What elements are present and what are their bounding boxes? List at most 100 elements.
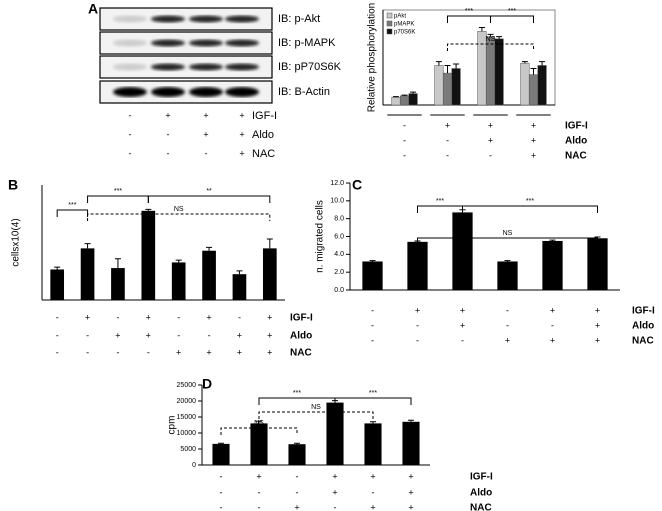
bar [212, 443, 230, 465]
error-bar [84, 243, 91, 249]
bar [250, 423, 268, 465]
condition-sign: + [408, 487, 413, 497]
condition-sign: + [332, 471, 337, 481]
condition-sign: - [416, 335, 419, 345]
condition-sign: + [203, 129, 208, 139]
panel-letter: C [352, 177, 362, 193]
y-tick-label: 25000 [177, 382, 197, 389]
condition-sign: + [176, 347, 181, 357]
condition-sign: + [531, 120, 536, 130]
condition-sign: + [206, 347, 211, 357]
y-tick-label: 12.0 [330, 180, 344, 187]
y-tick-label: 2.0 [334, 269, 344, 276]
blot-band [113, 15, 147, 23]
significance-bracket [147, 195, 271, 203]
condition-sign: - [551, 320, 554, 330]
condition-sign: + [239, 129, 244, 139]
blot-band [151, 87, 185, 97]
condition-sign: - [86, 330, 89, 340]
bar [171, 262, 186, 300]
legend-swatch [386, 20, 393, 27]
error-bar [444, 64, 451, 74]
error-bar [521, 61, 528, 64]
condition-sign: - [371, 320, 374, 330]
error-bar [453, 63, 460, 69]
condition-name: IGF-I [565, 121, 588, 132]
bar [528, 74, 539, 106]
condition-sign: - [446, 135, 449, 145]
condition-sign: + [550, 335, 555, 345]
bar [542, 240, 563, 290]
condition-name: NAC [290, 348, 312, 359]
condition-sign: + [237, 330, 242, 340]
significance-bracket [447, 43, 534, 51]
error-bar [496, 36, 503, 39]
bar [232, 274, 247, 300]
condition-name: NAC [565, 151, 587, 162]
significance-bracket [417, 237, 598, 245]
bar [485, 36, 496, 106]
condition-sign: - [461, 335, 464, 345]
significance-label: NS [174, 206, 184, 213]
condition-name: Aldo [470, 488, 492, 499]
y-tick-label: 5000 [180, 446, 196, 453]
legend-swatch [386, 28, 393, 35]
significance-label: ** [206, 188, 212, 195]
error-bar [114, 258, 121, 269]
condition-sign: - [147, 347, 150, 357]
y-tick-label: 0.0 [334, 287, 344, 294]
condition-sign: + [408, 471, 413, 481]
condition-sign: + [165, 110, 170, 120]
condition-name: Aldo [565, 136, 587, 147]
blot-strip [99, 7, 273, 31]
blot-band [225, 15, 259, 23]
error-bar [206, 246, 213, 251]
blot-band [151, 39, 185, 47]
condition-sign: + [332, 487, 337, 497]
condition-name: NAC [470, 503, 492, 511]
legend-label: pMAPK [394, 22, 414, 28]
legend-label: p70S6K [394, 30, 415, 36]
condition-sign: - [56, 330, 59, 340]
condition-sign: + [370, 471, 375, 481]
condition-sign: + [488, 120, 493, 130]
condition-sign: + [203, 110, 208, 120]
condition-sign: + [460, 305, 465, 315]
bar [141, 210, 156, 300]
condition-sign: + [206, 312, 211, 322]
y-tick-label: 0 [192, 462, 196, 469]
significance-label: NS [486, 36, 496, 43]
y-axis-label: cellsx10(4) [11, 218, 22, 266]
y-tick-label: 20000 [177, 398, 197, 405]
condition-sign: - [116, 347, 119, 357]
significance-label: *** [436, 198, 444, 205]
significance-bracket [220, 427, 298, 435]
error-bar [145, 208, 152, 211]
condition-sign: - [220, 487, 223, 497]
condition-name: Aldo [632, 321, 654, 332]
significance-label: *** [369, 390, 377, 397]
significance-bracket [490, 15, 534, 23]
condition-sign: - [177, 330, 180, 340]
condition-sign: - [129, 110, 132, 120]
y-tick-label: 10000 [177, 430, 197, 437]
blot-strip [99, 31, 273, 55]
blot-band [225, 39, 259, 47]
bar [452, 212, 473, 290]
blot-label: IB: pP70S6K [278, 61, 342, 73]
condition-sign: + [531, 135, 536, 145]
condition-sign: - [446, 150, 449, 160]
bar [288, 444, 306, 465]
condition-sign: - [56, 347, 59, 357]
y-axis-label: cpm [167, 416, 178, 435]
condition-sign: - [506, 320, 509, 330]
y-tick-label: 6.0 [334, 233, 344, 240]
legend-swatch [386, 12, 393, 19]
bar [520, 62, 530, 106]
condition-name: Aldo [252, 129, 274, 141]
condition-sign: + [237, 347, 242, 357]
bar [497, 261, 518, 290]
blot-band [225, 63, 259, 71]
bar [326, 402, 344, 465]
bar [587, 238, 608, 290]
